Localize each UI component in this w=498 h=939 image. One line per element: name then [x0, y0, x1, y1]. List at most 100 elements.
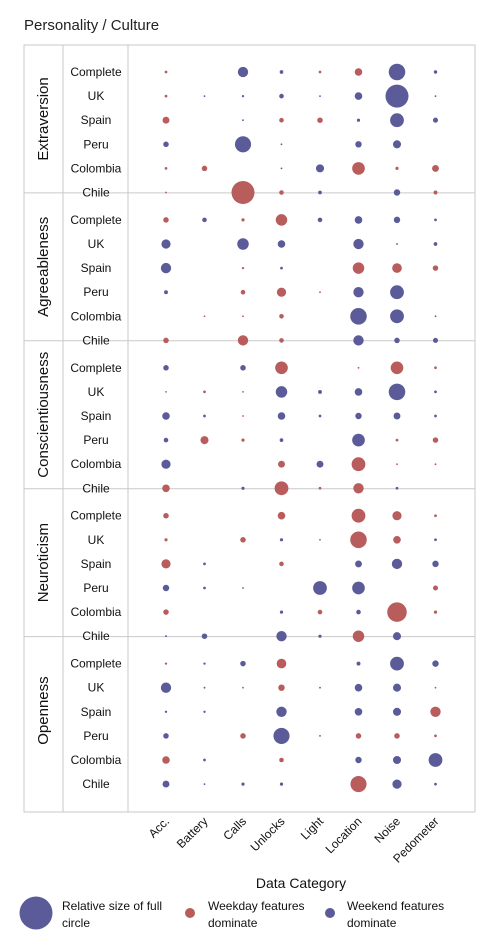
- weekday-bubble: [279, 561, 284, 567]
- weekday-bubble: [242, 415, 244, 417]
- weekend-bubble: [353, 335, 364, 346]
- weekend-bubble: [350, 308, 367, 325]
- weekend-bubble: [203, 95, 206, 97]
- weekday-bubble: [163, 609, 169, 615]
- weekday-bubble: [203, 390, 206, 394]
- culture-label: UK: [88, 681, 105, 695]
- weekend-bubble: [161, 459, 171, 469]
- trait-label: Extraversion: [35, 77, 52, 160]
- culture-label: Complete: [70, 509, 122, 523]
- x-tick-label: Location: [323, 814, 365, 856]
- culture-label: Complete: [70, 361, 122, 375]
- weekend-bubble: [354, 92, 363, 100]
- weekday-bubble: [275, 214, 288, 226]
- weekend-bubble: [355, 560, 362, 568]
- weekend-bubble: [434, 782, 437, 786]
- weekend-bubble: [354, 216, 363, 224]
- weekday-bubble: [276, 658, 287, 669]
- weekend-bubble: [241, 782, 245, 786]
- culture-label: Peru: [83, 433, 108, 447]
- weekend-bubble: [279, 93, 284, 99]
- weekend-bubble: [280, 167, 283, 170]
- weekday-bubble: [434, 514, 437, 518]
- trait-labels: Extraversion Agreeableness Conscientiousne…: [35, 77, 52, 744]
- weekend-bubble: [355, 756, 362, 764]
- weekend-bubble: [356, 661, 361, 666]
- weekend-bubble: [161, 239, 171, 249]
- weekday-bubble: [277, 511, 286, 520]
- x-tick-label: Battery: [174, 814, 211, 851]
- weekend-bubble: [428, 753, 443, 767]
- weekday-bubble: [163, 512, 169, 519]
- weekend-bubble: [237, 238, 249, 250]
- culture-label: Chile: [82, 777, 110, 791]
- weekend-bubble: [434, 538, 437, 542]
- weekday-bubble: [393, 536, 401, 544]
- weekend-bubble: [164, 710, 168, 713]
- weekend-bubble: [317, 217, 323, 223]
- weekend-bubble: [433, 70, 438, 74]
- weekend-bubble: [394, 337, 400, 344]
- weekday-bubble: [387, 602, 407, 622]
- weekend-bubble: [279, 70, 284, 74]
- x-tick-label: Unlocks: [248, 814, 288, 854]
- culture-label: UK: [88, 237, 105, 251]
- culture-label: Spain: [81, 557, 112, 571]
- weekday-bubble: [434, 734, 437, 738]
- culture-label: Chile: [82, 629, 110, 643]
- culture-label: UK: [88, 385, 105, 399]
- weekday-bubble: [317, 117, 323, 123]
- weekend-bubble: [203, 414, 206, 418]
- trait-label: Neuroticism: [35, 523, 52, 602]
- weekday-bubble: [162, 484, 170, 493]
- weekend-bubble: [203, 710, 206, 713]
- weekend-bubble: [354, 388, 363, 396]
- trait-label: Agreeableness: [35, 217, 52, 317]
- weekday-bubble: [163, 217, 169, 223]
- weekend-bubble: [276, 706, 287, 717]
- weekend-bubble: [434, 315, 437, 318]
- weekday-bubble: [432, 164, 439, 172]
- culture-label: UK: [88, 533, 105, 547]
- weekend-bubble: [432, 337, 439, 343]
- bubbles: [160, 63, 443, 793]
- weekend-bubble: [279, 610, 284, 614]
- weekday-bubble: [279, 117, 284, 123]
- culture-label: Spain: [81, 261, 112, 275]
- weekend-bubble: [279, 438, 284, 442]
- culture-label: Colombia: [71, 161, 122, 175]
- weekend-bubble: [434, 95, 437, 97]
- weekend-bubble: [273, 727, 290, 744]
- weekend-bubble: [390, 113, 404, 128]
- weekend-bubble: [276, 631, 287, 642]
- weekend-bubble: [318, 389, 322, 394]
- weekday-bubble: [242, 391, 244, 393]
- weekday-bubble: [274, 481, 289, 496]
- weekend-bubble: [240, 660, 246, 667]
- weekend-bubble: [434, 218, 437, 222]
- weekend-bubble: [393, 189, 401, 196]
- weekend-bubble: [313, 581, 327, 595]
- culture-label: Peru: [83, 137, 108, 151]
- weekday-bubble: [164, 662, 168, 665]
- weekday-bubble: [240, 289, 246, 295]
- weekend-bubble: [160, 682, 172, 693]
- weekend-bubble: [390, 285, 404, 300]
- weekend-bubble: [355, 412, 362, 420]
- weekend-bubble: [391, 558, 403, 570]
- legend: Relative size of full circle Weekday feat…: [19, 896, 444, 930]
- weekend-bubble: [203, 783, 206, 785]
- weekday-bubble: [390, 361, 404, 375]
- weekday-bubble: [355, 733, 362, 739]
- weekend-bubble: [203, 758, 206, 762]
- culture-label: Complete: [70, 657, 122, 671]
- weekend-bubble: [393, 216, 401, 224]
- chart-frame: [23, 44, 476, 813]
- weekend-bubble: [234, 136, 252, 153]
- weekday-bubble: [352, 262, 365, 274]
- culture-label: UK: [88, 89, 105, 103]
- weekday-bubble: [434, 463, 437, 466]
- weekend-bubble: [163, 365, 169, 371]
- weekday-bubble: [278, 684, 285, 691]
